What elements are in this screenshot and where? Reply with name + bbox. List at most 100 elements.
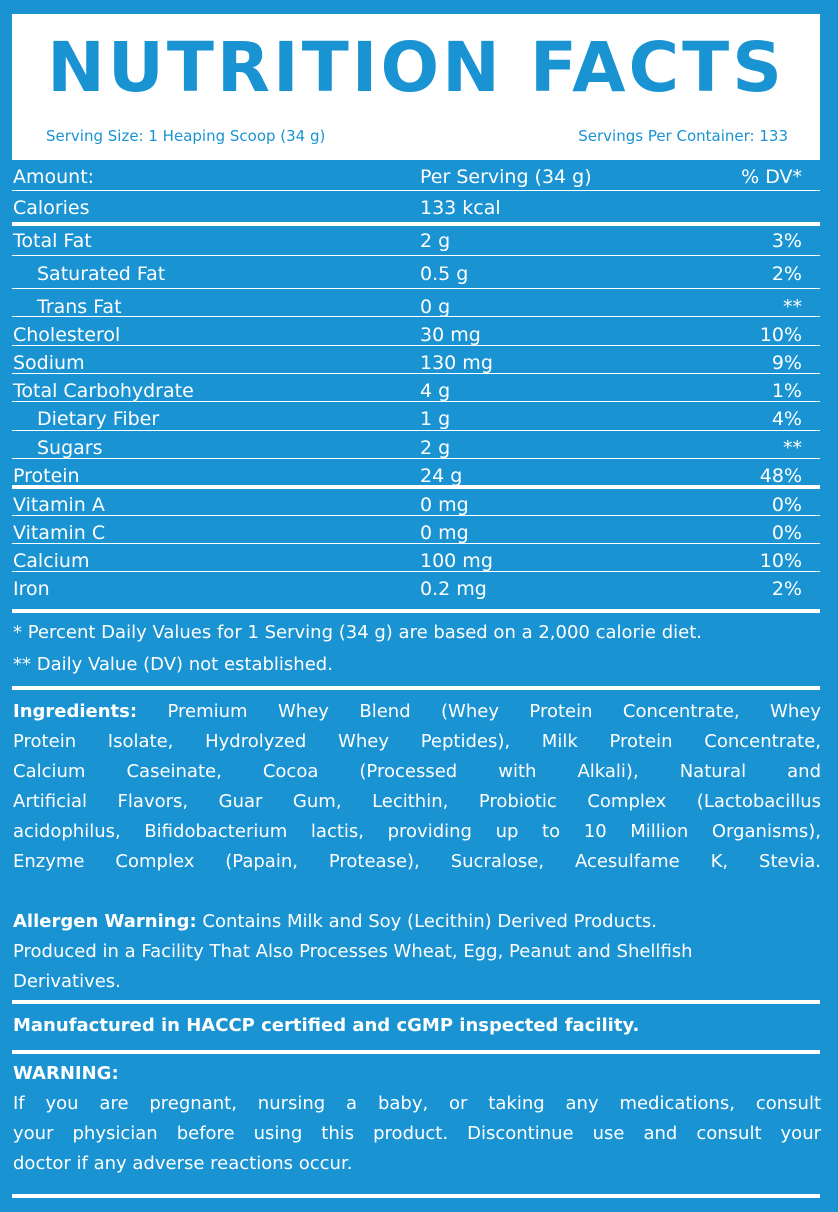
nutrient-dv: 2% xyxy=(771,578,802,600)
table-row: Protein 24 g 48% xyxy=(12,464,820,487)
divider xyxy=(12,571,820,572)
nutrient-amount: 0.2 mg xyxy=(420,578,487,600)
ingredients-line: Enzyme Complex (Papain, Protease), Sucra… xyxy=(13,851,821,872)
divider-thick xyxy=(12,1050,820,1054)
divider xyxy=(12,430,820,431)
divider xyxy=(12,288,820,289)
table-row: Sodium 130 mg 9% xyxy=(12,351,820,374)
title-panel: NUTRITION FACTS Serving Size: 1 Heaping … xyxy=(12,14,820,160)
nutrient-amount: 133 kcal xyxy=(420,197,501,219)
nutrient-amount: 0.5 g xyxy=(420,263,469,285)
warning-label: WARNING: xyxy=(13,1063,119,1084)
nutrient-amount: 24 g xyxy=(420,465,463,487)
nutrient-name: Protein xyxy=(13,465,80,487)
divider-thick xyxy=(12,1194,820,1198)
divider-thick xyxy=(12,1000,820,1004)
nutrient-name: Cholesterol xyxy=(13,324,121,346)
divider-thick xyxy=(12,609,820,613)
nutrient-name: Total Fat xyxy=(13,230,92,252)
warning-line: doctor if any adverse reactions occur. xyxy=(13,1153,353,1174)
allergen-line: Allergen Warning: Contains Milk and Soy … xyxy=(13,907,821,937)
nutrient-name: Sugars xyxy=(37,437,103,459)
table-row: Calories 133 kcal xyxy=(12,196,820,219)
table-row: Saturated Fat 0.5 g 2% xyxy=(12,262,820,285)
allergen-block: Allergen Warning: Contains Milk and Soy … xyxy=(13,907,821,997)
table-row: Vitamin C 0 mg 0% xyxy=(12,521,820,544)
nutrient-name: Dietary Fiber xyxy=(37,408,160,430)
nutrient-amount: 0 mg xyxy=(420,494,469,516)
ingredients-line: Protein Isolate, Hydrolyzed Whey Peptide… xyxy=(13,731,821,752)
table-row: Iron 0.2 mg 2% xyxy=(12,577,820,600)
ingredients-line: Calcium Caseinate, Cocoa (Processed with… xyxy=(13,761,821,782)
nutrient-dv: 0% xyxy=(771,522,802,544)
nutrient-dv: 2% xyxy=(771,263,802,285)
amount-header: Amount: xyxy=(13,166,95,188)
table-header-row: Amount: Per Serving (34 g) % DV* xyxy=(12,165,820,188)
divider-thick xyxy=(12,222,820,226)
ingredients-text: Premium Whey Blend (Whey Protein Concent… xyxy=(167,701,822,722)
nutrient-amount: 4 g xyxy=(420,380,451,402)
nutrient-amount: 2 g xyxy=(420,230,451,252)
nutrient-dv: 4% xyxy=(771,408,802,430)
nutrient-amount: 0 g xyxy=(420,296,451,318)
divider xyxy=(12,543,820,544)
allergen-line: Derivatives. xyxy=(13,971,121,992)
nutrient-amount: 2 g xyxy=(420,437,451,459)
nutrient-amount: 30 mg xyxy=(420,324,481,346)
ingredients-block: Ingredients: Premium Whey Blend (Whey Pr… xyxy=(13,697,821,877)
table-row: Dietary Fiber 1 g 4% xyxy=(12,407,820,430)
warning-block: WARNING: If you are pregnant, nursing a … xyxy=(13,1059,821,1179)
divider xyxy=(12,190,820,191)
nutrient-dv: 10% xyxy=(759,550,802,572)
nutrient-dv: 3% xyxy=(771,230,802,252)
ingredients-line: Artificial Flavors, Guar Gum, Lecithin, … xyxy=(13,791,821,812)
nutrient-name: Total Carbohydrate xyxy=(13,380,194,402)
nutrient-amount: 100 mg xyxy=(420,550,493,572)
warning-line: your physician before using this product… xyxy=(13,1123,821,1144)
nutrient-name: Saturated Fat xyxy=(37,263,166,285)
divider xyxy=(12,515,820,516)
nutrient-name: Calories xyxy=(13,197,90,219)
table-row: Total Carbohydrate 4 g 1% xyxy=(12,379,820,402)
ingredients-line: acidophilus, Bifidobacterium lactis, pro… xyxy=(13,821,821,842)
nutrient-amount: 1 g xyxy=(420,408,451,430)
table-row: Total Fat 2 g 3% xyxy=(12,229,820,252)
allergen-text: Contains Milk and Soy (Lecithin) Derived… xyxy=(202,911,658,932)
nutrient-name: Vitamin A xyxy=(13,494,105,516)
table-row: Vitamin A 0 mg 0% xyxy=(12,493,820,516)
divider-thick xyxy=(12,686,820,690)
per-serving-header: Per Serving (34 g) xyxy=(420,166,592,188)
nutrient-dv: 48% xyxy=(759,465,802,487)
table-row: Cholesterol 30 mg 10% xyxy=(12,323,820,346)
nutrient-dv: 1% xyxy=(771,380,802,402)
nutrient-amount: 0 mg xyxy=(420,522,469,544)
divider xyxy=(12,345,820,346)
table-row: Sugars 2 g ** xyxy=(12,436,820,459)
nutrient-name: Trans Fat xyxy=(37,296,122,318)
ingredients-line: Ingredients: Premium Whey Blend (Whey Pr… xyxy=(13,697,821,727)
nutrient-name: Iron xyxy=(13,578,50,600)
nutrient-name: Vitamin C xyxy=(13,522,106,544)
divider xyxy=(12,316,820,317)
ingredients-label: Ingredients: xyxy=(13,701,138,722)
divider-thick xyxy=(12,485,820,489)
allergen-label: Allergen Warning: xyxy=(13,911,197,932)
dv-not-established-footnote: ** Daily Value (DV) not established. xyxy=(13,654,333,675)
servings-per-container: Servings Per Container: 133 xyxy=(578,127,788,145)
divider xyxy=(12,373,820,374)
divider xyxy=(12,401,820,402)
page-title: NUTRITION FACTS xyxy=(47,28,785,108)
nutrient-dv: 10% xyxy=(759,324,802,346)
divider xyxy=(12,458,820,459)
warning-line: If you are pregnant, nursing a baby, or … xyxy=(13,1093,821,1114)
nutrient-name: Calcium xyxy=(13,550,90,572)
dv-footnote: * Percent Daily Values for 1 Serving (34… xyxy=(13,622,702,643)
allergen-line: Produced in a Facility That Also Process… xyxy=(13,941,693,962)
nutrient-dv: 9% xyxy=(771,352,802,374)
nutrient-amount: 130 mg xyxy=(420,352,493,374)
dv-header: % DV* xyxy=(741,166,802,188)
nutrient-dv: ** xyxy=(783,296,802,318)
table-row: Trans Fat 0 g ** xyxy=(12,295,820,318)
nutrient-name: Sodium xyxy=(13,352,85,374)
table-row: Calcium 100 mg 10% xyxy=(12,549,820,572)
